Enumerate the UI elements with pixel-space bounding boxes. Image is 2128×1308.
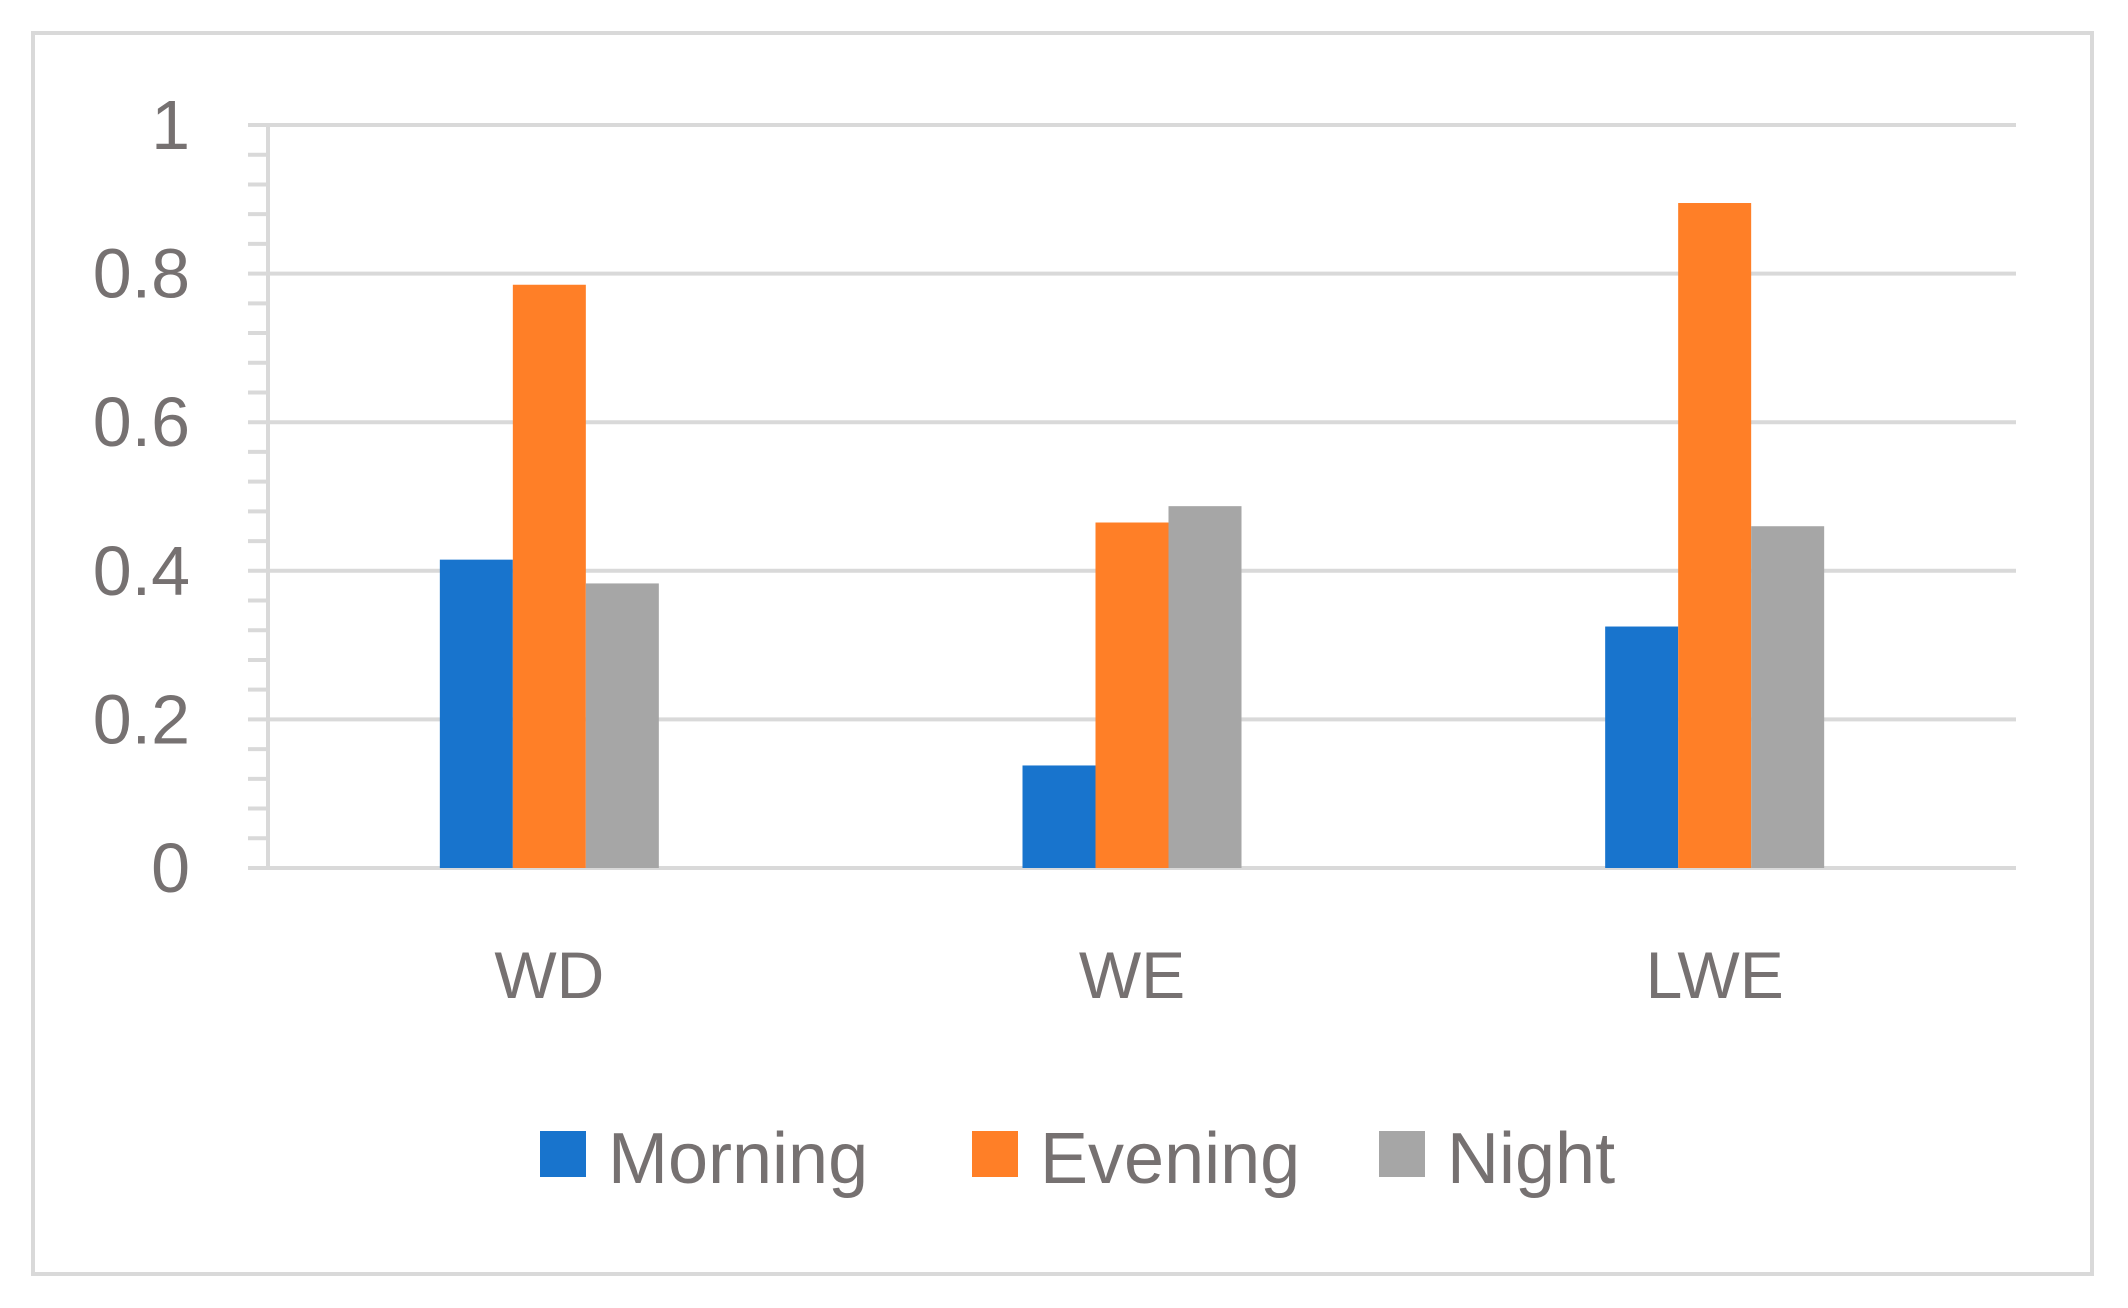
legend: Morning Evening Night	[540, 1119, 1615, 1199]
y-tick-label: 0.6	[93, 383, 190, 461]
legend-swatch-night	[1379, 1131, 1425, 1177]
bar-morning-wd	[439, 559, 513, 868]
bar-evening-we	[1095, 522, 1169, 868]
y-tick-labels: 0 0.2 0.4 0.6 0.8 1	[93, 86, 190, 907]
bar-morning-we	[1022, 765, 1096, 868]
y-tick-label: 0.4	[93, 532, 190, 610]
legend-label-morning: Morning	[608, 1119, 868, 1199]
legend-swatch-morning	[540, 1131, 586, 1177]
y-tick-label: 0.8	[93, 235, 190, 313]
bars	[439, 203, 1825, 868]
y-tick-label: 0.2	[93, 680, 190, 758]
bar-night-we	[1168, 506, 1242, 868]
y-tick-label: 1	[151, 86, 190, 164]
legend-label-evening: Evening	[1040, 1119, 1300, 1199]
category-label: WE	[1079, 938, 1185, 1012]
y-tick-label: 0	[151, 829, 190, 907]
bar-night-wd	[585, 583, 659, 868]
category-label: WD	[494, 938, 604, 1012]
legend-swatch-evening	[972, 1131, 1018, 1177]
bar-evening-wd	[512, 284, 586, 868]
y-axis	[248, 125, 270, 868]
bar-morning-lwe	[1605, 626, 1679, 868]
bar-evening-lwe	[1678, 203, 1752, 868]
category-labels: WD WE LWE	[494, 938, 1783, 1012]
bar-night-lwe	[1751, 526, 1825, 868]
category-label: LWE	[1646, 938, 1784, 1012]
legend-label-night: Night	[1447, 1119, 1615, 1199]
